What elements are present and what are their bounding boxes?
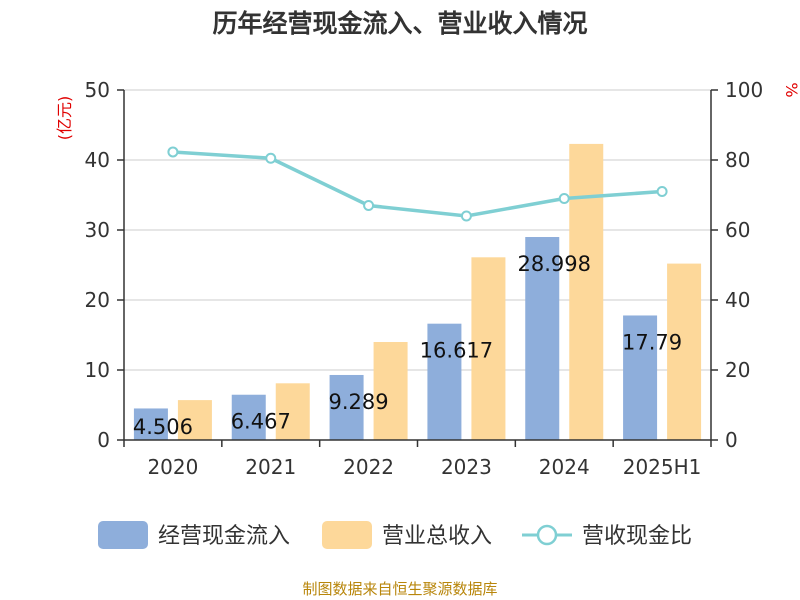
y-right-tick-label: 100 bbox=[725, 78, 763, 102]
y-right-tick-label: 60 bbox=[725, 218, 750, 242]
y-left-tick-label: 40 bbox=[85, 148, 110, 172]
x-tick-label: 2025H1 bbox=[623, 455, 702, 479]
source-note: 制图数据来自恒生聚源数据库 bbox=[302, 580, 497, 598]
legend-label-cash-inflow: 经营现金流入 bbox=[158, 524, 290, 549]
ratio-point bbox=[656, 186, 668, 197]
ratio-point bbox=[460, 210, 472, 222]
y-left-tick-label: 20 bbox=[85, 288, 110, 312]
ratio-line-path bbox=[172, 150, 663, 218]
bar-total-revenue bbox=[275, 383, 310, 440]
legend-swatch-revenue bbox=[322, 521, 372, 549]
bar-value-label: 16.617 bbox=[420, 339, 493, 363]
ratio-point bbox=[363, 200, 375, 211]
axes: 0 10 20 30 40 50 0 20 40 60 80 100 2020 2021 2022 2023 2… bbox=[85, 78, 764, 479]
y-right-unit: % bbox=[782, 82, 800, 97]
bar-cash-inflow bbox=[329, 374, 364, 440]
bar-cash-inflow bbox=[525, 237, 560, 440]
x-tick-label: 2021 bbox=[245, 455, 296, 479]
y-left-unit: (亿元) bbox=[55, 96, 74, 141]
y-left-tick-label: 0 bbox=[97, 428, 110, 452]
bar-value-label: 6.467 bbox=[231, 410, 291, 434]
legend: 经营现金流入 营业总收入 营收现金比 bbox=[98, 521, 692, 549]
y-left-tick-label: 10 bbox=[85, 358, 110, 382]
legend-marker-ratio bbox=[536, 524, 558, 546]
y-right-tick-label: 0 bbox=[725, 428, 738, 452]
x-tick-label: 2022 bbox=[343, 455, 394, 479]
ratio-point bbox=[167, 146, 179, 158]
data-labels: 4.506 6.467 9.289 16.617 28.998 17.79 bbox=[133, 252, 682, 439]
ratio-point bbox=[558, 193, 570, 204]
bar-value-label: 4.506 bbox=[133, 415, 193, 439]
bar-cash-inflow bbox=[133, 408, 168, 440]
legend-label-revenue: 营业总收入 bbox=[382, 524, 492, 549]
x-tick-label: 2020 bbox=[147, 455, 198, 479]
legend-swatch-cash-inflow bbox=[98, 521, 148, 549]
bar-value-label: 17.79 bbox=[622, 330, 682, 354]
legend-label-ratio: 营收现金比 bbox=[582, 524, 692, 549]
bars bbox=[133, 143, 702, 440]
y-right-tick-label: 80 bbox=[725, 148, 750, 172]
bar-total-revenue bbox=[569, 143, 604, 440]
y-right-tick-label: 40 bbox=[725, 288, 750, 312]
bar-total-revenue bbox=[667, 263, 702, 440]
bar-value-label: 9.289 bbox=[329, 390, 389, 414]
bar-value-label: 28.998 bbox=[518, 252, 591, 276]
bar-cash-inflow bbox=[231, 394, 266, 440]
bar-total-revenue bbox=[177, 400, 212, 440]
y-left-tick-label: 50 bbox=[85, 78, 110, 102]
ratio-line bbox=[167, 146, 668, 222]
x-tick-label: 2023 bbox=[441, 455, 492, 479]
bar-total-revenue bbox=[471, 257, 506, 440]
grid bbox=[124, 89, 711, 371]
ratio-point bbox=[265, 152, 277, 164]
x-tick-label: 2024 bbox=[539, 455, 590, 479]
y-right-tick-label: 20 bbox=[725, 358, 750, 382]
bar-total-revenue bbox=[373, 342, 408, 440]
bar-cash-inflow bbox=[427, 323, 462, 440]
chart-title: 历年经营现金流入、营业收入情况 bbox=[212, 9, 587, 38]
bar-cash-inflow bbox=[623, 315, 658, 440]
y-left-tick-label: 30 bbox=[85, 218, 110, 242]
